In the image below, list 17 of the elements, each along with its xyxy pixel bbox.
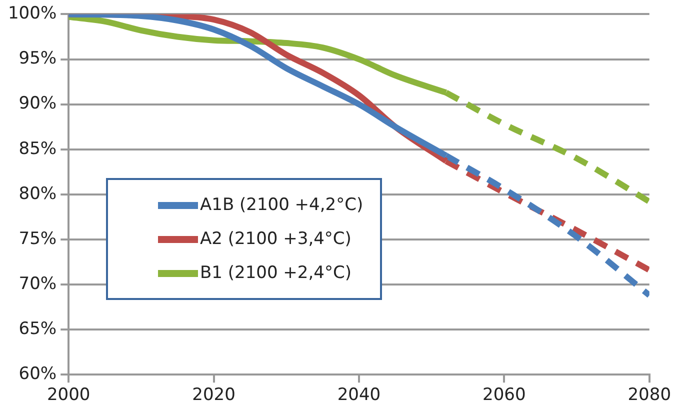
y-tick-label: 95% xyxy=(18,48,57,69)
y-tick-label: 65% xyxy=(18,318,57,339)
legend-label: B1 (2100 +2,4°C) xyxy=(200,263,352,283)
x-tick-label: 2060 xyxy=(482,385,526,406)
legend-label: A1B (2100 +4,2°C) xyxy=(200,195,364,215)
y-tick-label: 90% xyxy=(18,94,57,114)
y-tick-label: 70% xyxy=(18,274,57,294)
y-tick-label: 75% xyxy=(18,228,57,249)
y-tick-label: 80% xyxy=(18,184,57,204)
y-tick-label: 100% xyxy=(8,4,57,24)
x-tick-label: 2040 xyxy=(337,385,381,406)
y-tick-label: 85% xyxy=(18,138,57,159)
x-tick-label: 2020 xyxy=(192,385,236,406)
x-tick-label: 2000 xyxy=(46,385,90,406)
y-tick-label: 60% xyxy=(18,364,57,384)
x-tick-label: 2080 xyxy=(628,385,671,406)
legend-label: A2 (2100 +3,4°C) xyxy=(200,229,352,249)
